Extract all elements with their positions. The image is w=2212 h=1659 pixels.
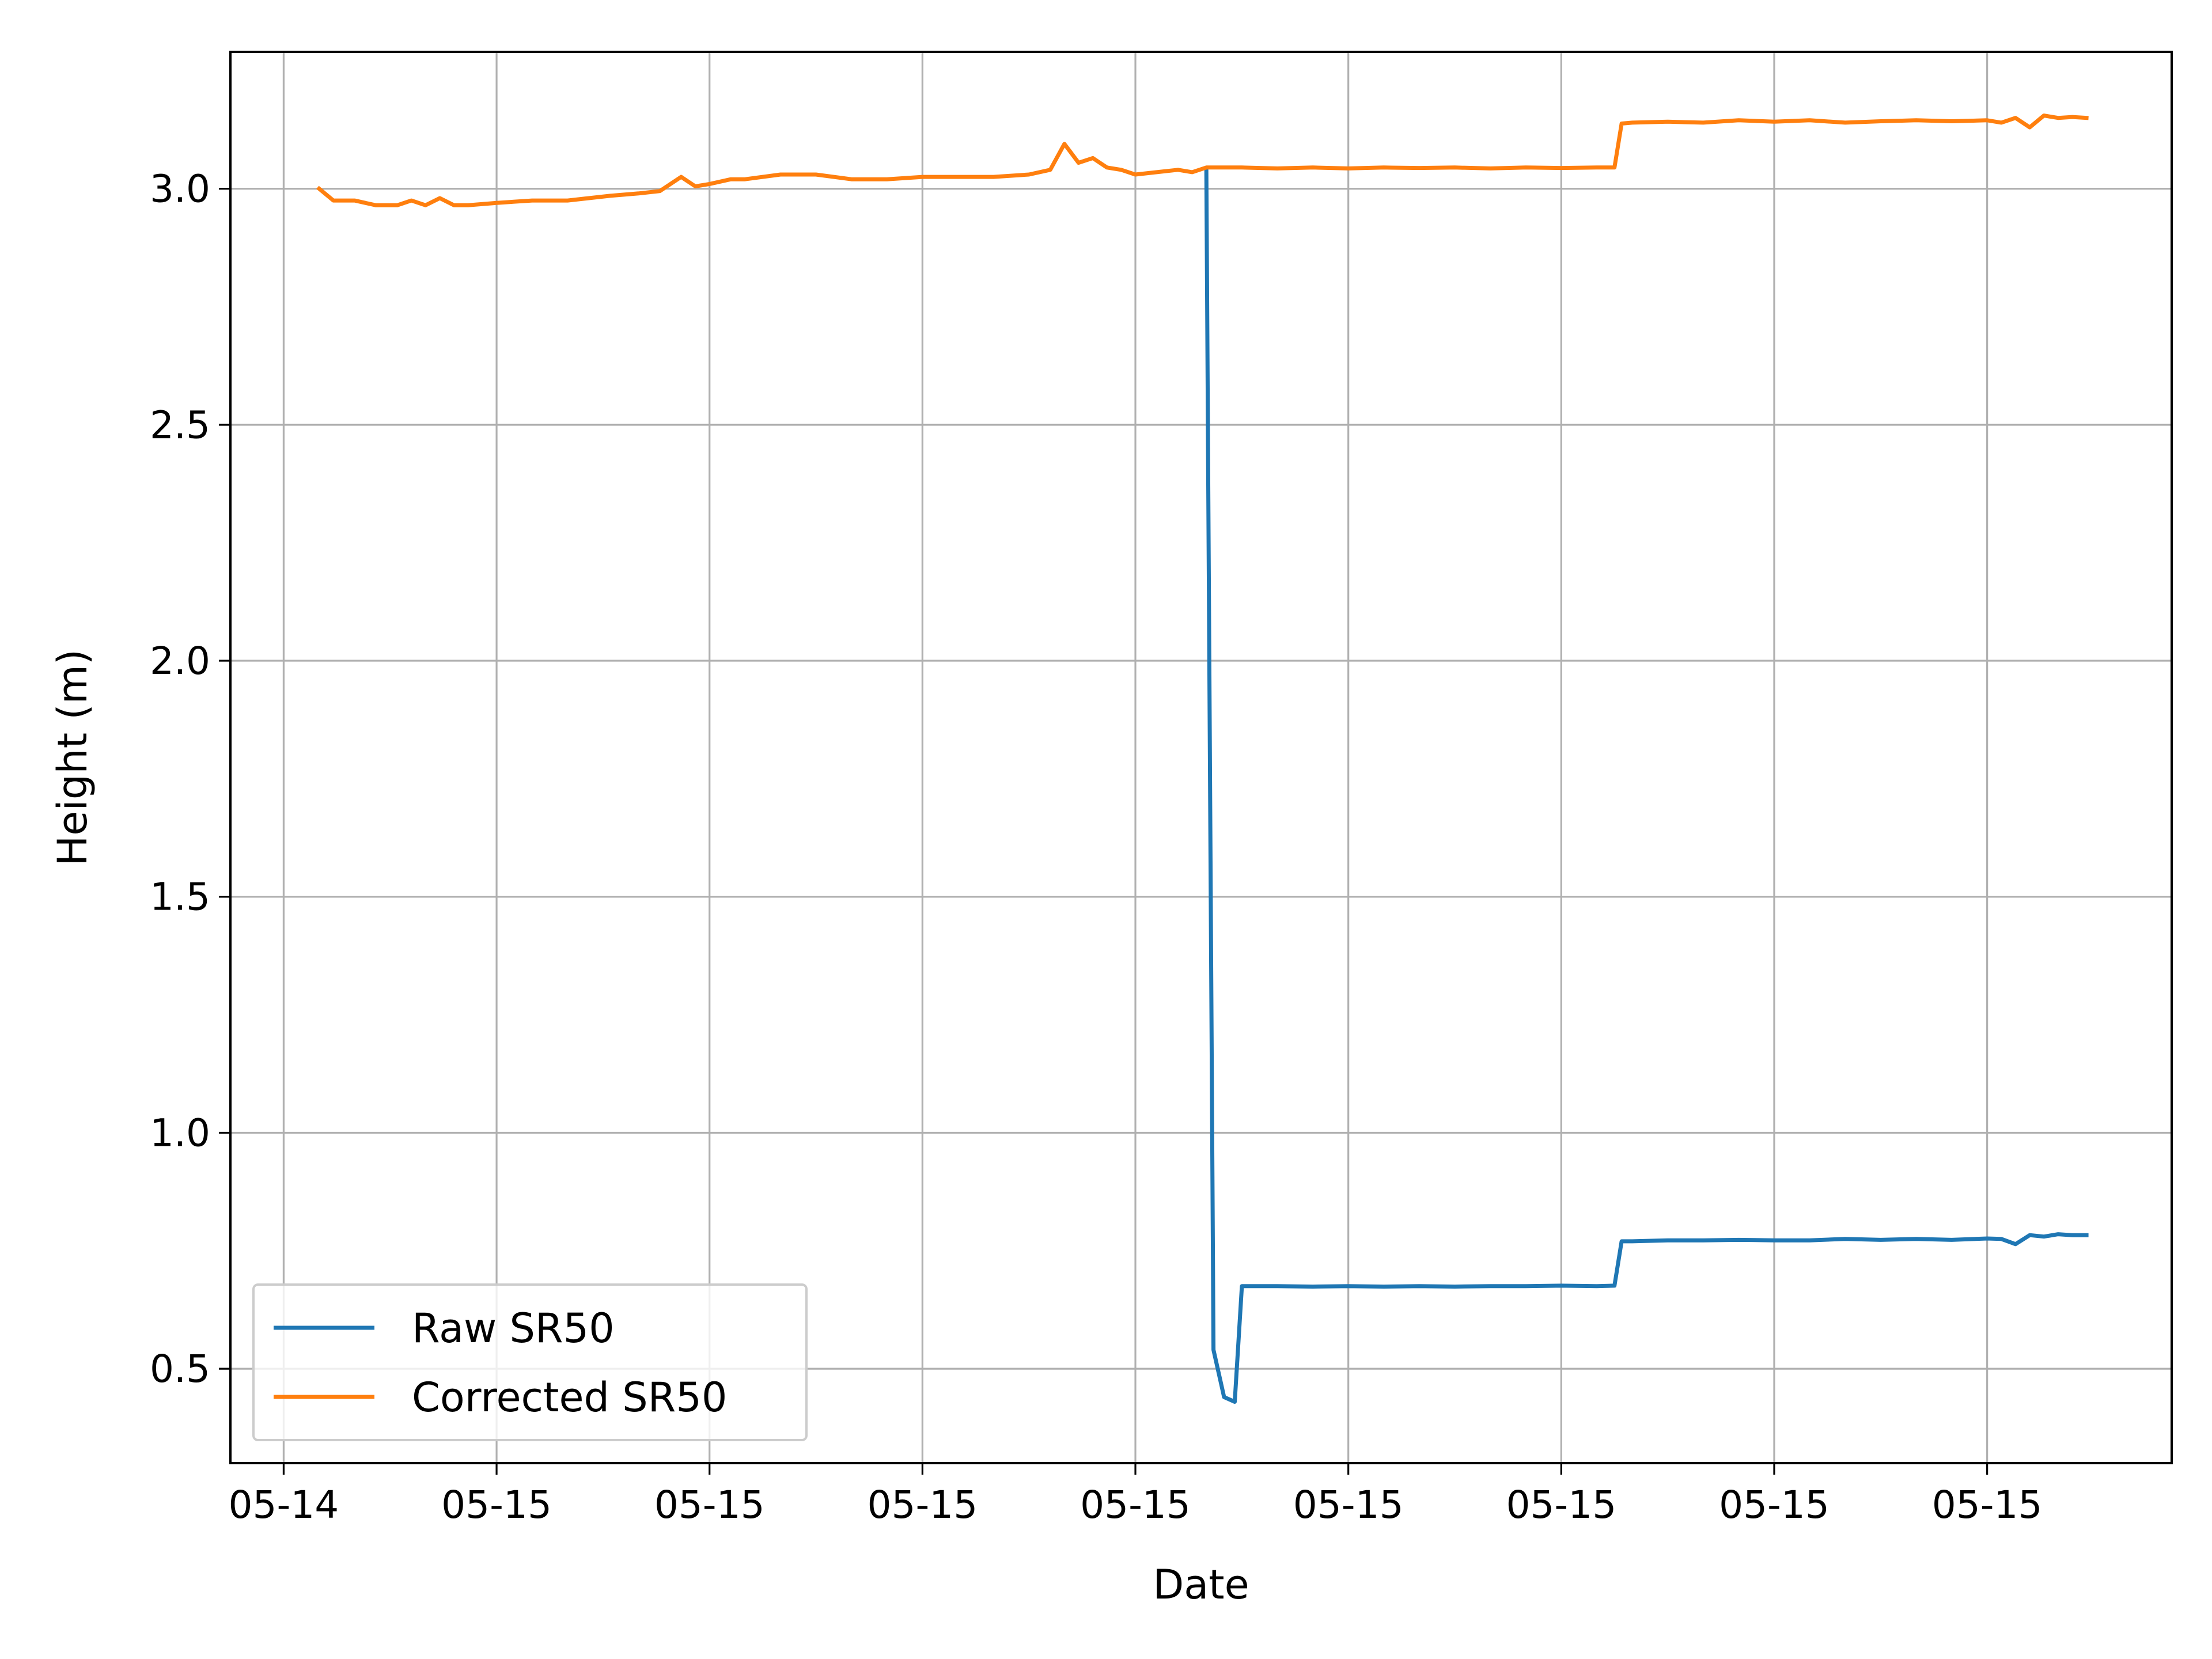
x-tick-label: 05-15 bbox=[1719, 1483, 1830, 1527]
x-tick-label: 05-14 bbox=[229, 1483, 339, 1527]
x-tick-label: 05-15 bbox=[1932, 1483, 2043, 1527]
x-tick-label: 05-15 bbox=[867, 1483, 978, 1527]
plot-area-frame bbox=[229, 51, 2173, 1464]
series-line-0 bbox=[1204, 168, 2089, 1404]
legend-label-raw-sr50: Raw SR50 bbox=[412, 1305, 615, 1352]
y-tick-label: 1.0 bbox=[150, 1111, 210, 1155]
x-tick-label: 05-15 bbox=[1293, 1483, 1404, 1527]
x-axis-ticks: 05-14 05-15 05-15 05-15 05-15 05-15 05-15 05-15… bbox=[229, 1463, 2043, 1527]
plot-lines bbox=[316, 113, 2089, 1404]
x-tick-label: 05-15 bbox=[1506, 1483, 1616, 1527]
legend-label-corrected-sr50: Corrected SR50 bbox=[412, 1374, 727, 1421]
legend: Raw SR50 Corrected SR50 bbox=[252, 1283, 808, 1441]
y-tick-label: 1.5 bbox=[150, 875, 210, 919]
x-tick-label: 05-15 bbox=[1080, 1483, 1191, 1527]
x-tick-label: 05-15 bbox=[441, 1483, 552, 1527]
series-line-1 bbox=[316, 113, 2089, 207]
y-tick-label: 3.0 bbox=[150, 167, 210, 211]
x-axis-label: Date bbox=[1153, 1561, 1249, 1608]
grid bbox=[230, 52, 2172, 1463]
y-axis-ticks: 0.5 1.0 1.5 2.0 2.5 3.0 bbox=[150, 167, 230, 1391]
y-tick-label: 2.0 bbox=[150, 639, 210, 683]
y-tick-label: 2.5 bbox=[150, 403, 210, 447]
x-tick-label: 05-15 bbox=[654, 1483, 765, 1527]
y-tick-label: 0.5 bbox=[150, 1347, 210, 1391]
legend-box bbox=[252, 1283, 808, 1441]
y-axis-label: Height (m) bbox=[49, 649, 96, 866]
